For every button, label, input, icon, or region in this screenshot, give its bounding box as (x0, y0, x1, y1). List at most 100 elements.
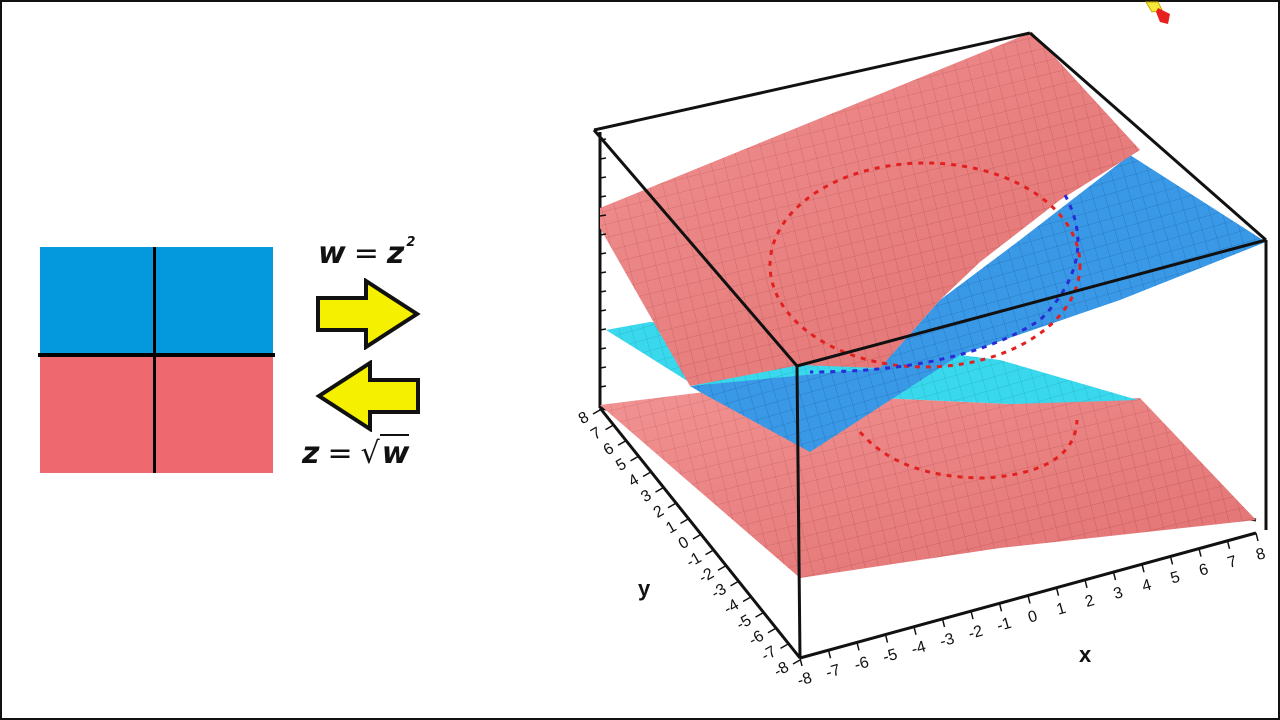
z-tick-mark (599, 233, 607, 236)
formula-w-equals-z-squared: w = z 2 (318, 235, 416, 271)
y-tick-mark (630, 456, 638, 462)
x-tick-label: -8 (796, 670, 814, 690)
z-tick-mark (599, 195, 607, 198)
x-tick-mark (970, 610, 974, 620)
z-tick-mark (599, 385, 607, 388)
x-tick-mark (1112, 571, 1117, 581)
y-tick-label: 5 (613, 456, 629, 475)
x-tick-mark (913, 626, 917, 635)
y-tick-mark (605, 424, 613, 431)
imaginary-axis-line (153, 247, 156, 473)
x-tick-mark (799, 657, 803, 667)
y-tick-mark (617, 440, 626, 446)
z-tick-mark (599, 271, 607, 274)
bounding-box-front (592, 31, 1268, 660)
formula-forward-exponent: 2 (406, 235, 416, 250)
x-tick-label: -3 (938, 630, 956, 650)
formula-forward-rhs: z (386, 236, 405, 271)
y-tick-mark (792, 659, 801, 665)
formula-inverse-radicand: w (379, 434, 410, 471)
y-tick-mark (667, 503, 676, 509)
x-tick-label: -5 (881, 646, 899, 666)
y-tick-mark (767, 628, 776, 634)
y-tick-mark (655, 487, 663, 493)
y-tick-label: 0 (676, 534, 692, 553)
x-tick-mark (941, 618, 946, 628)
y-tick-label: 6 (601, 440, 617, 459)
formula-forward-lhs: w (318, 236, 346, 271)
formula-inverse-lhs: z (302, 436, 320, 471)
y-tick-label: 2 (651, 502, 667, 521)
y-tick-label: 3 (638, 487, 654, 506)
x-tick-label: -7 (824, 662, 842, 682)
arrow-left-icon (315, 360, 420, 432)
z-tick-mark (599, 157, 607, 160)
x-axis-label: x (1079, 642, 1092, 667)
formula-inverse-eq: = (327, 436, 353, 471)
x-tick-label: 0 (1026, 608, 1039, 627)
x-tick-mark (1055, 587, 1060, 596)
y-tick-label: -4 (721, 596, 742, 618)
x-tick-mark (1226, 540, 1231, 549)
x-tick-label: 3 (1112, 584, 1125, 603)
y-tick-mark (705, 549, 713, 556)
x-tick-label: -4 (910, 638, 928, 658)
circle-blue-dotted (809, 194, 1080, 374)
z-tick-mark (599, 347, 607, 350)
y-axis-label: y (638, 576, 651, 601)
y-tick-mark (717, 565, 726, 571)
x-tick-mark (827, 650, 832, 659)
x-tick-label: 8 (1254, 545, 1267, 564)
x-tick-label: 1 (1055, 600, 1068, 619)
y-tick-label: -2 (696, 565, 717, 587)
lower-half-plane (40, 355, 273, 473)
z-tick-mark (599, 176, 607, 179)
y-tick-mark (692, 534, 701, 540)
y-tick-label: -7 (759, 643, 780, 665)
x-tick-label: -6 (853, 654, 871, 674)
x-tick-label: 6 (1197, 561, 1210, 580)
z-tick-mark (599, 138, 607, 141)
x-tick-mark (1169, 556, 1174, 565)
x-tick-mark (884, 634, 889, 643)
x-tick-label: 4 (1140, 577, 1153, 596)
upper-half-plane (40, 247, 273, 355)
circle-lower-red-dotted (858, 419, 1079, 480)
y-tick-mark (592, 409, 601, 415)
x-tick-mark (998, 603, 1003, 612)
y-tick-label: -5 (734, 612, 755, 634)
x-tick-mark (1084, 579, 1088, 589)
formula-z-equals-sqrt-w: z = √w (302, 434, 410, 471)
y-tick-mark (755, 612, 763, 618)
z-tick-mark (599, 214, 607, 217)
z-tick-mark (599, 252, 607, 255)
x-tick-label: 7 (1226, 553, 1239, 572)
x-tick-mark (1027, 595, 1031, 604)
x-tick-mark (1141, 564, 1145, 573)
x-tick-label: -1 (995, 615, 1013, 635)
z-tick-mark (599, 328, 607, 331)
y-tick-label: 4 (626, 471, 642, 490)
y-tick-label: 1 (663, 518, 679, 537)
complex-plane-quadrants (38, 247, 275, 473)
y-tick-mark (680, 518, 688, 525)
z-tick-mark (599, 290, 607, 293)
riemann-surface-plot: -8 -7 -6 -5 -4 -3 -2 -1 0 1 2 3 4 5 6 7 8 876543210-1-2-… (576, 31, 1268, 690)
pointer-marker-icon (1145, 1, 1170, 24)
y-tick-mark (730, 581, 738, 587)
x-tick-mark (1255, 532, 1259, 542)
y-tick-label: -3 (709, 581, 730, 603)
x-axis-ticks: -8 -7 -6 -5 -4 -3 -2 -1 0 1 2 3 4 5 6 7 8 (796, 532, 1267, 690)
x-tick-mark (1198, 548, 1202, 557)
y-tick-label: -8 (771, 659, 792, 681)
x-tick-label: 5 (1169, 569, 1182, 588)
sqrt-symbol: √ (360, 436, 380, 471)
real-axis-line (38, 353, 275, 357)
z-tick-mark (599, 366, 607, 369)
arrow-right-icon (316, 278, 421, 350)
x-tick-label: 2 (1083, 592, 1096, 611)
y-tick-label: -1 (684, 549, 705, 571)
circle-upper-red-dotted (768, 161, 1082, 369)
y-tick-mark (780, 643, 788, 650)
